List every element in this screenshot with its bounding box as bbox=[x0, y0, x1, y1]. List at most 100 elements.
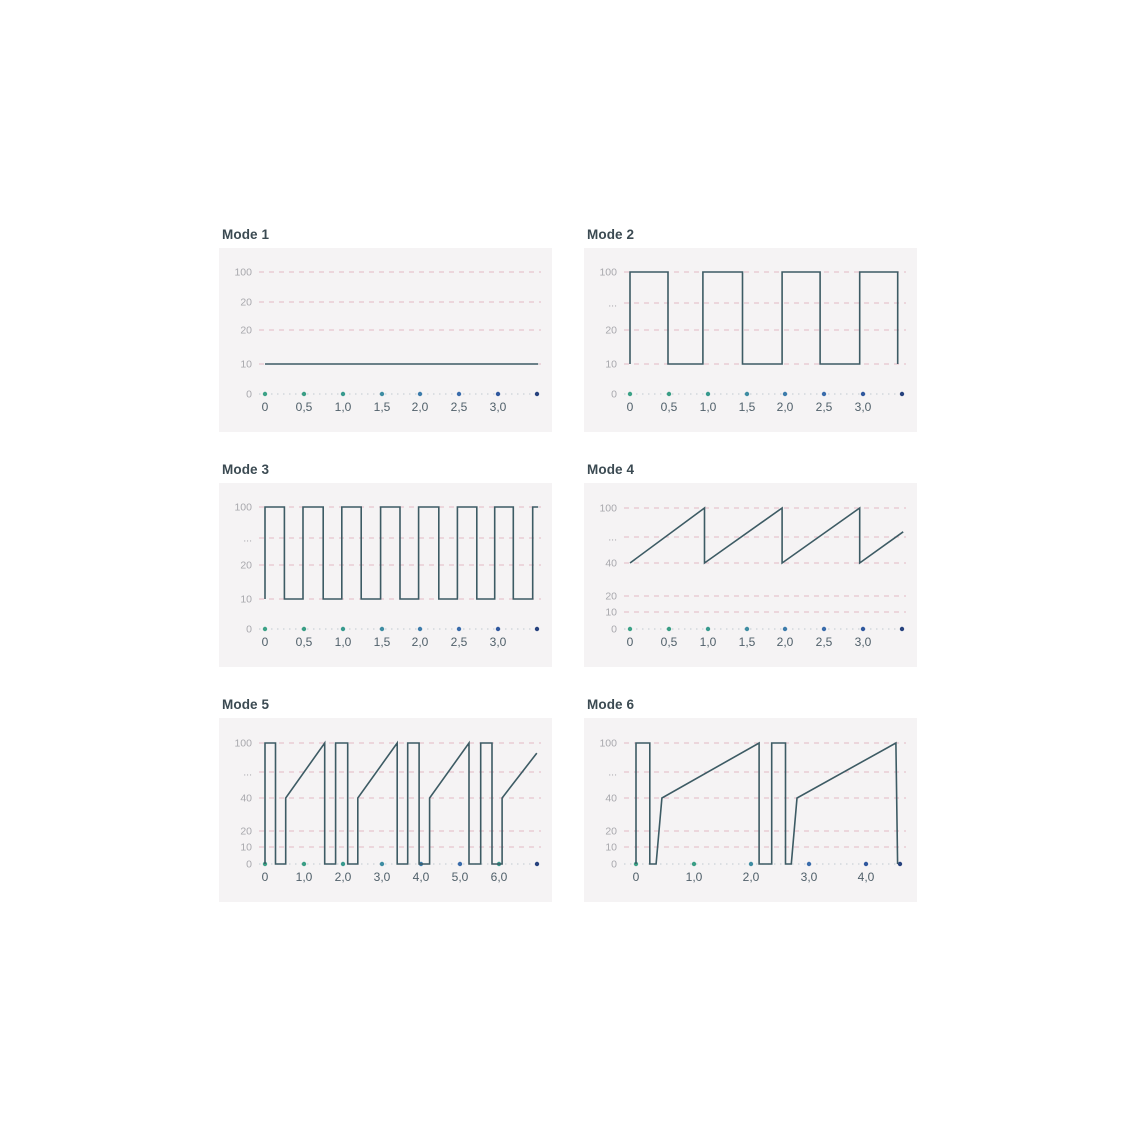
axis-dot bbox=[821, 391, 827, 397]
x-tick-label: 3,0 bbox=[801, 870, 818, 884]
y-tick-label: 0 bbox=[246, 859, 252, 871]
chart-cell: Mode 4 100... 40 20 10 0 0 0,5 1,0 1,5 2,0 2,5 3,0 bbox=[584, 461, 917, 667]
x-tick-label: 2,0 bbox=[777, 635, 794, 649]
y-tick-label: ... bbox=[608, 767, 617, 779]
x-tick-label: 1,5 bbox=[739, 400, 756, 414]
y-tick-label: 10 bbox=[240, 842, 252, 854]
axis-dot bbox=[534, 861, 540, 867]
waveform-line bbox=[264, 506, 539, 600]
axis-dot bbox=[899, 391, 905, 397]
axis-dot bbox=[627, 391, 633, 397]
x-tick-label: 3,0 bbox=[855, 400, 872, 414]
chart-title: Mode 1 bbox=[222, 227, 270, 242]
x-tick-label: 0,5 bbox=[296, 635, 313, 649]
x-tick-label: 0 bbox=[262, 870, 269, 884]
y-tick-label: 100 bbox=[234, 502, 252, 514]
y-tick-label: 40 bbox=[605, 558, 617, 570]
axis-dot bbox=[262, 391, 268, 397]
axis-dot bbox=[534, 391, 540, 397]
axis-dot bbox=[897, 861, 903, 867]
axis-dot bbox=[821, 626, 827, 632]
chart-title: Mode 6 bbox=[587, 697, 635, 712]
x-tick-label: 0 bbox=[262, 400, 269, 414]
y-tick-label: 20 bbox=[240, 325, 252, 337]
axis-dot bbox=[379, 626, 385, 632]
x-tick-label: 0 bbox=[262, 635, 269, 649]
chart-title: Mode 4 bbox=[587, 462, 635, 477]
x-tick-label: 0 bbox=[627, 400, 634, 414]
waveform-line bbox=[635, 741, 899, 865]
axis-dot bbox=[301, 391, 307, 397]
axis-dot bbox=[782, 391, 788, 397]
x-tick-label: 1,5 bbox=[374, 635, 391, 649]
waveform-line bbox=[629, 506, 904, 565]
chart-background bbox=[584, 483, 917, 667]
axis-dot bbox=[782, 626, 788, 632]
waveform-line bbox=[629, 271, 899, 365]
axis-dot bbox=[417, 626, 423, 632]
axis-dot bbox=[534, 626, 540, 632]
x-tick-label: 1,0 bbox=[335, 400, 352, 414]
x-tick-label: 2,5 bbox=[816, 400, 833, 414]
axis-dot bbox=[748, 861, 754, 867]
y-tick-label: ... bbox=[243, 767, 252, 779]
axis-dot bbox=[340, 626, 346, 632]
chart-cell: Mode 3 100... 20 10 0 0 0,5 1,0 1,5 2,0 2,5 3,0 bbox=[219, 461, 552, 667]
x-tick-label: 2,5 bbox=[451, 635, 468, 649]
axis-dot bbox=[340, 391, 346, 397]
y-tick-label: 10 bbox=[240, 594, 252, 606]
x-tick-label: 1,0 bbox=[700, 635, 717, 649]
y-tick-label: 0 bbox=[611, 389, 617, 401]
chart-cell: Mode 2 100... 20 10 0 0 0,5 1,0 1,5 2,0 2,5 3,0 bbox=[584, 226, 917, 432]
x-tick-label: 6,0 bbox=[491, 870, 508, 884]
y-tick-label: 20 bbox=[605, 591, 617, 603]
axis-dot bbox=[705, 391, 711, 397]
y-tick-label: 20 bbox=[240, 826, 252, 838]
axis-dot bbox=[457, 861, 463, 867]
x-tick-label: 0 bbox=[633, 870, 640, 884]
y-tick-label: 0 bbox=[611, 624, 617, 636]
axis-dot bbox=[705, 626, 711, 632]
y-tick-label: ... bbox=[608, 298, 617, 310]
chart-cell: Mode 5 100... 40 20 10 0 0 1,0 2,0 3,0 4,0 5,0 6,0 bbox=[219, 696, 552, 902]
y-tick-label: 100 bbox=[234, 267, 252, 279]
y-tick-label: 10 bbox=[240, 359, 252, 371]
x-tick-label: 1,0 bbox=[335, 635, 352, 649]
charts-grid: Mode 1 100 20 20 10 0 0 0,5 1,0 1,5 2,0 2,5 3,0 Mode … bbox=[219, 226, 917, 902]
y-tick-label: 100 bbox=[599, 738, 617, 750]
chart-background bbox=[219, 718, 552, 902]
chart-title: Mode 3 bbox=[222, 462, 270, 477]
y-tick-label: 100 bbox=[599, 267, 617, 279]
axis-dot bbox=[863, 861, 869, 867]
axis-dot bbox=[417, 391, 423, 397]
axis-dot bbox=[806, 861, 812, 867]
x-tick-label: 5,0 bbox=[452, 870, 469, 884]
y-tick-label: 10 bbox=[605, 842, 617, 854]
y-tick-label: 40 bbox=[240, 793, 252, 805]
axis-dot bbox=[899, 626, 905, 632]
axis-dot bbox=[379, 861, 385, 867]
axis-dot bbox=[495, 391, 501, 397]
axis-dot bbox=[379, 391, 385, 397]
x-tick-label: 2,0 bbox=[412, 400, 429, 414]
x-tick-label: 1,0 bbox=[296, 870, 313, 884]
x-tick-label: 1,5 bbox=[739, 635, 756, 649]
x-tick-label: 0 bbox=[627, 635, 634, 649]
x-tick-label: 4,0 bbox=[413, 870, 430, 884]
y-tick-label: 0 bbox=[246, 389, 252, 401]
axis-dot bbox=[860, 391, 866, 397]
x-tick-label: 2,0 bbox=[777, 400, 794, 414]
waveform-line bbox=[264, 740, 538, 865]
chart-background bbox=[584, 248, 917, 432]
x-tick-label: 2,5 bbox=[816, 635, 833, 649]
y-tick-label: ... bbox=[608, 532, 617, 544]
axis-dot bbox=[456, 626, 462, 632]
axis-dot bbox=[744, 391, 750, 397]
x-tick-label: 4,0 bbox=[858, 870, 875, 884]
